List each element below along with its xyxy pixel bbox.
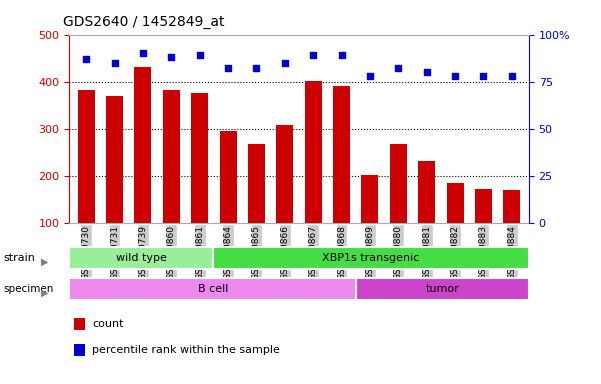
Bar bbox=[305, 81, 322, 223]
Bar bbox=[447, 183, 463, 223]
Point bbox=[166, 54, 176, 60]
Point bbox=[394, 65, 403, 71]
Bar bbox=[135, 66, 151, 223]
Text: count: count bbox=[92, 319, 124, 329]
Point bbox=[422, 69, 432, 75]
Bar bbox=[475, 189, 492, 223]
Bar bbox=[390, 144, 407, 223]
Bar bbox=[78, 89, 95, 223]
Point bbox=[280, 60, 290, 66]
Text: specimen: specimen bbox=[3, 284, 53, 294]
Point bbox=[81, 56, 91, 62]
Bar bbox=[333, 86, 350, 223]
Point bbox=[308, 52, 318, 58]
Point bbox=[252, 65, 261, 71]
Bar bbox=[504, 190, 520, 223]
Text: XBP1s transgenic: XBP1s transgenic bbox=[322, 253, 419, 263]
Bar bbox=[163, 90, 180, 223]
FancyBboxPatch shape bbox=[356, 278, 529, 300]
Text: percentile rank within the sample: percentile rank within the sample bbox=[92, 345, 280, 355]
Bar bbox=[248, 144, 265, 223]
Text: tumor: tumor bbox=[426, 284, 460, 294]
Bar bbox=[74, 344, 85, 356]
FancyBboxPatch shape bbox=[69, 247, 213, 270]
Point bbox=[337, 52, 346, 58]
Text: strain: strain bbox=[3, 253, 35, 263]
Point bbox=[365, 73, 375, 79]
Point bbox=[507, 73, 517, 79]
Text: wild type: wild type bbox=[115, 253, 166, 263]
FancyBboxPatch shape bbox=[69, 278, 356, 300]
Bar bbox=[361, 175, 379, 223]
Bar bbox=[276, 125, 293, 223]
Text: ▶: ▶ bbox=[41, 257, 48, 267]
Text: ▶: ▶ bbox=[41, 288, 48, 298]
Bar bbox=[191, 93, 208, 223]
Text: B cell: B cell bbox=[198, 284, 228, 294]
Point bbox=[223, 65, 233, 71]
Point bbox=[450, 73, 460, 79]
Point bbox=[195, 52, 204, 58]
Bar bbox=[219, 131, 237, 223]
FancyBboxPatch shape bbox=[213, 247, 529, 270]
Point bbox=[478, 73, 488, 79]
Text: GDS2640 / 1452849_at: GDS2640 / 1452849_at bbox=[63, 15, 225, 29]
Point bbox=[138, 50, 148, 56]
Bar bbox=[74, 318, 85, 330]
Bar bbox=[106, 96, 123, 223]
Point bbox=[110, 60, 120, 66]
Bar bbox=[418, 161, 435, 223]
